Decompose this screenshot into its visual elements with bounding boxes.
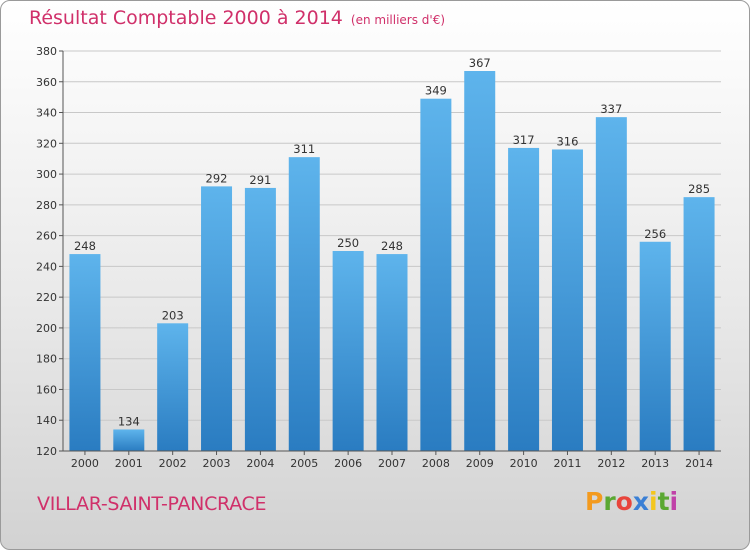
bar [420,98,452,451]
y-tick-label: 320 [36,137,57,150]
bar-value-label: 317 [513,133,535,147]
logo-letter: t [657,487,670,516]
bar [464,71,496,451]
x-tick-label: 2008 [422,457,450,470]
bar-value-label: 311 [293,142,315,156]
bar-value-label: 291 [249,173,271,187]
y-tick-label: 340 [36,107,57,120]
bar-value-label: 285 [688,182,710,196]
bar-value-label: 349 [425,84,447,98]
bar [244,187,276,451]
bar [157,323,189,451]
proxiti-logo: Proxiti [585,487,678,516]
x-tick-label: 2003 [203,457,231,470]
y-tick-label: 260 [36,230,57,243]
y-tick-label: 240 [36,260,57,273]
x-tick-label: 2011 [553,457,581,470]
logo-letter: r [603,487,616,516]
chart-title-text: Résultat Comptable 2000 à 2014 [29,7,343,29]
bar [683,197,715,451]
x-tick-label: 2007 [378,457,406,470]
x-tick-label: 2012 [597,457,625,470]
y-tick-label: 180 [36,353,57,366]
x-tick-label: 2009 [466,457,494,470]
logo-letter: i [669,487,679,516]
y-tick-label: 280 [36,199,57,212]
logo-letter: x [632,487,649,516]
bar [69,254,101,451]
commune-name: VILLAR-SAINT-PANCRACE [37,493,267,515]
bar [639,241,671,451]
bar [288,157,320,451]
y-tick-label: 360 [36,76,57,89]
y-tick-label: 380 [36,45,57,58]
x-tick-label: 2000 [71,457,99,470]
bar [551,149,583,451]
x-tick-label: 2013 [641,457,669,470]
value-labels: 248 134 203 292 291 311 250 248 349 367 317 316 337 2… [74,56,710,428]
bar-value-label: 248 [74,239,96,253]
bar [201,186,233,451]
logo-letter: P [585,487,604,516]
y-tick-label: 200 [36,322,57,335]
logo-letter: o [615,487,633,516]
axes: 120 140 160 180 200 220 240 260 280 300 320 340 360 3… [36,45,721,470]
chart-title: Résultat Comptable 2000 à 2014 (en millie… [29,7,445,29]
bar [595,117,627,452]
chart-subtitle: (en milliers d'€) [350,13,446,27]
x-tick-label: 2004 [246,457,274,470]
x-tick-label: 2006 [334,457,362,470]
y-tick-label: 120 [36,445,57,458]
bar-value-label: 292 [206,171,228,185]
logo-letter: i [649,487,658,516]
bar-value-label: 203 [162,308,184,322]
bar [508,147,540,451]
bar [332,251,364,451]
x-tick-label: 2010 [510,457,538,470]
x-tick-label: 2014 [685,457,713,470]
bar-value-label: 250 [337,236,359,250]
y-tick-label: 160 [36,383,57,396]
bar-value-label: 256 [644,227,666,241]
bar [376,254,408,451]
y-tick-label: 300 [36,168,57,181]
bar-value-label: 316 [556,134,578,148]
x-tick-label: 2002 [159,457,187,470]
bar-value-label: 367 [469,56,491,70]
bar-value-label: 248 [381,239,403,253]
bar-value-label: 337 [600,102,622,116]
x-tick-label: 2005 [290,457,318,470]
bar-value-label: 134 [118,414,140,428]
y-tick-label: 140 [36,414,57,427]
y-tick-label: 220 [36,291,57,304]
x-tick-label: 2001 [115,457,143,470]
bar [113,429,145,451]
bars [69,71,715,452]
